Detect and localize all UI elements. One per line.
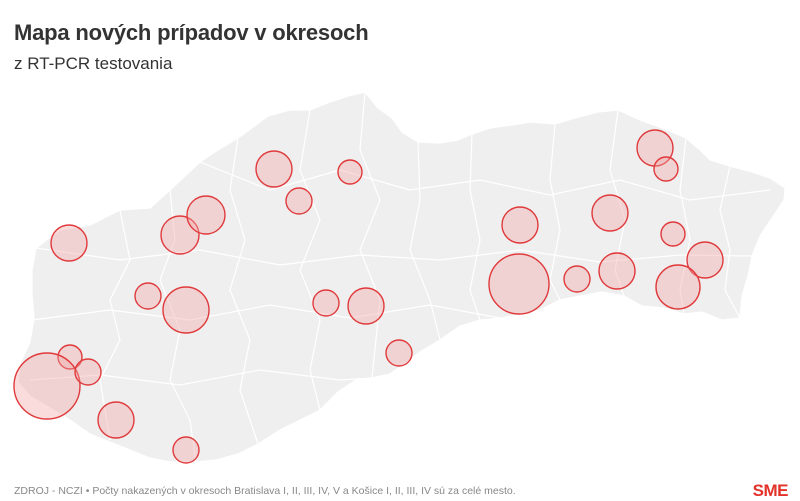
- district-bubble: [97, 401, 135, 439]
- district-bubble: [563, 265, 591, 293]
- bubble-layer: [13, 129, 724, 464]
- district-bubble: [13, 352, 81, 420]
- district-bubble: [172, 436, 200, 464]
- district-bubble: [186, 195, 226, 235]
- source-note: ZDROJ - NCZI • Počty nakazených v okreso…: [14, 485, 516, 497]
- map-title: Mapa nových prípadov v okresoch: [14, 20, 369, 45]
- district-bubble: [655, 264, 701, 310]
- district-bubble: [686, 241, 724, 279]
- district-bubble: [591, 194, 629, 232]
- district-bubble: [660, 221, 686, 247]
- district-bubble: [74, 358, 102, 386]
- district-bubble: [385, 339, 413, 367]
- district-bubble: [337, 159, 363, 185]
- district-bubble: [50, 224, 88, 262]
- district-bubble: [312, 289, 340, 317]
- sme-logo[interactable]: SME: [752, 481, 789, 500]
- district-bubble: [347, 287, 385, 325]
- district-bubble: [134, 282, 162, 310]
- district-bubble: [57, 344, 83, 370]
- district-borders: [29, 91, 771, 463]
- district-bubble: [488, 253, 550, 315]
- district-bubble: [162, 286, 210, 334]
- district-bubble: [255, 150, 293, 188]
- district-bubble: [653, 156, 679, 182]
- map-subtitle: z RT-PCR testovania: [14, 54, 173, 73]
- district-bubble: [501, 206, 539, 244]
- district-bubble: [285, 187, 313, 215]
- district-bubble: [598, 252, 636, 290]
